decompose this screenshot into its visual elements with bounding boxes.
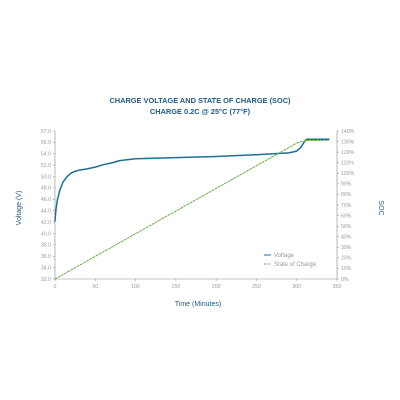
y-right-tick-label: 30%	[341, 245, 352, 251]
y-right-tick-label: 70%	[341, 203, 352, 209]
x-tick-label: 100	[131, 284, 140, 290]
chart-title: CHARGE VOLTAGE AND STATE OF CHARGE (SOC)	[109, 96, 291, 105]
y-left-axis-title: Voltage (V)	[16, 191, 23, 226]
chart-subtitle: CHARGE 0.2C @ 25°C (77°F)	[150, 107, 251, 116]
y-right-tick-label: 90%	[341, 182, 352, 188]
y-right-tick-label: 50%	[341, 224, 352, 230]
series-line-state-of-charge	[54, 139, 330, 280]
series-layer	[54, 138, 330, 280]
y-right-tick-label: 0%	[341, 277, 349, 283]
y-right-tick-label: 40%	[341, 235, 352, 241]
y-right-tick-label: 120%	[341, 150, 355, 156]
y-left-tick-label: 57.0	[41, 129, 51, 135]
x-axis-title: Time (Minutes)	[175, 301, 221, 308]
y-right-tick-label: 10%	[341, 266, 352, 272]
y-right-tick-label: 140%	[341, 129, 355, 135]
y-right-tick-label: 100%	[341, 171, 355, 177]
y-left-tick-label: 52.0	[41, 163, 51, 169]
legend: Voltage State of Charge	[264, 253, 317, 268]
y-right-tick-label: 130%	[341, 139, 355, 145]
y-left-tick-label: 56.0	[41, 140, 51, 146]
x-tick-label: 50	[92, 284, 98, 290]
y-right-tick-label: 80%	[341, 192, 352, 198]
x-tick-label: 150	[172, 284, 181, 290]
y-left-tick-label: 46.0	[41, 197, 51, 203]
y-left-tick-label: 38.0	[41, 243, 51, 249]
y-left-tick-label: 40.0	[41, 231, 51, 237]
x-tick-label: 250	[252, 284, 261, 290]
x-tick-label: 350	[333, 284, 342, 290]
legend-label-state-of-charge: State of Charge	[274, 262, 317, 268]
axes	[54, 131, 338, 280]
y-left-tick-label: 54.0	[41, 152, 51, 158]
y-right-tick-label: 110%	[341, 161, 354, 167]
series-line-voltage	[54, 138, 330, 222]
x-axis-ticks: 0 50 100 150 200 250 300 350	[54, 279, 342, 290]
y-right-tick-label: 60%	[341, 213, 352, 219]
y-left-tick-label: 36.0	[41, 254, 51, 260]
y-right-axis-ticks: 0% 10% 20% 30% 40% 50% 60% 70% 80% 90% 100% 110% 120…	[337, 129, 355, 283]
x-tick-label: 200	[212, 284, 221, 290]
x-tick-label: 0	[54, 284, 57, 290]
y-left-tick-label: 50.0	[41, 174, 51, 180]
y-left-tick-label: 48.0	[41, 186, 51, 192]
x-tick-label: 300	[292, 284, 301, 290]
y-left-axis-ticks: 32.0 34.0 36.0 38.0 40.0 42.0 44.0 46.0 48.0 50.0…	[41, 129, 55, 283]
y-left-tick-label: 42.0	[41, 220, 51, 226]
y-left-tick-label: 32.0	[41, 277, 51, 283]
y-left-tick-label: 34.0	[41, 265, 51, 271]
legend-label-voltage: Voltage	[274, 253, 295, 259]
y-right-tick-label: 20%	[341, 256, 352, 262]
y-right-axis-title: SOC	[377, 200, 384, 215]
y-left-tick-label: 44.0	[41, 208, 51, 214]
